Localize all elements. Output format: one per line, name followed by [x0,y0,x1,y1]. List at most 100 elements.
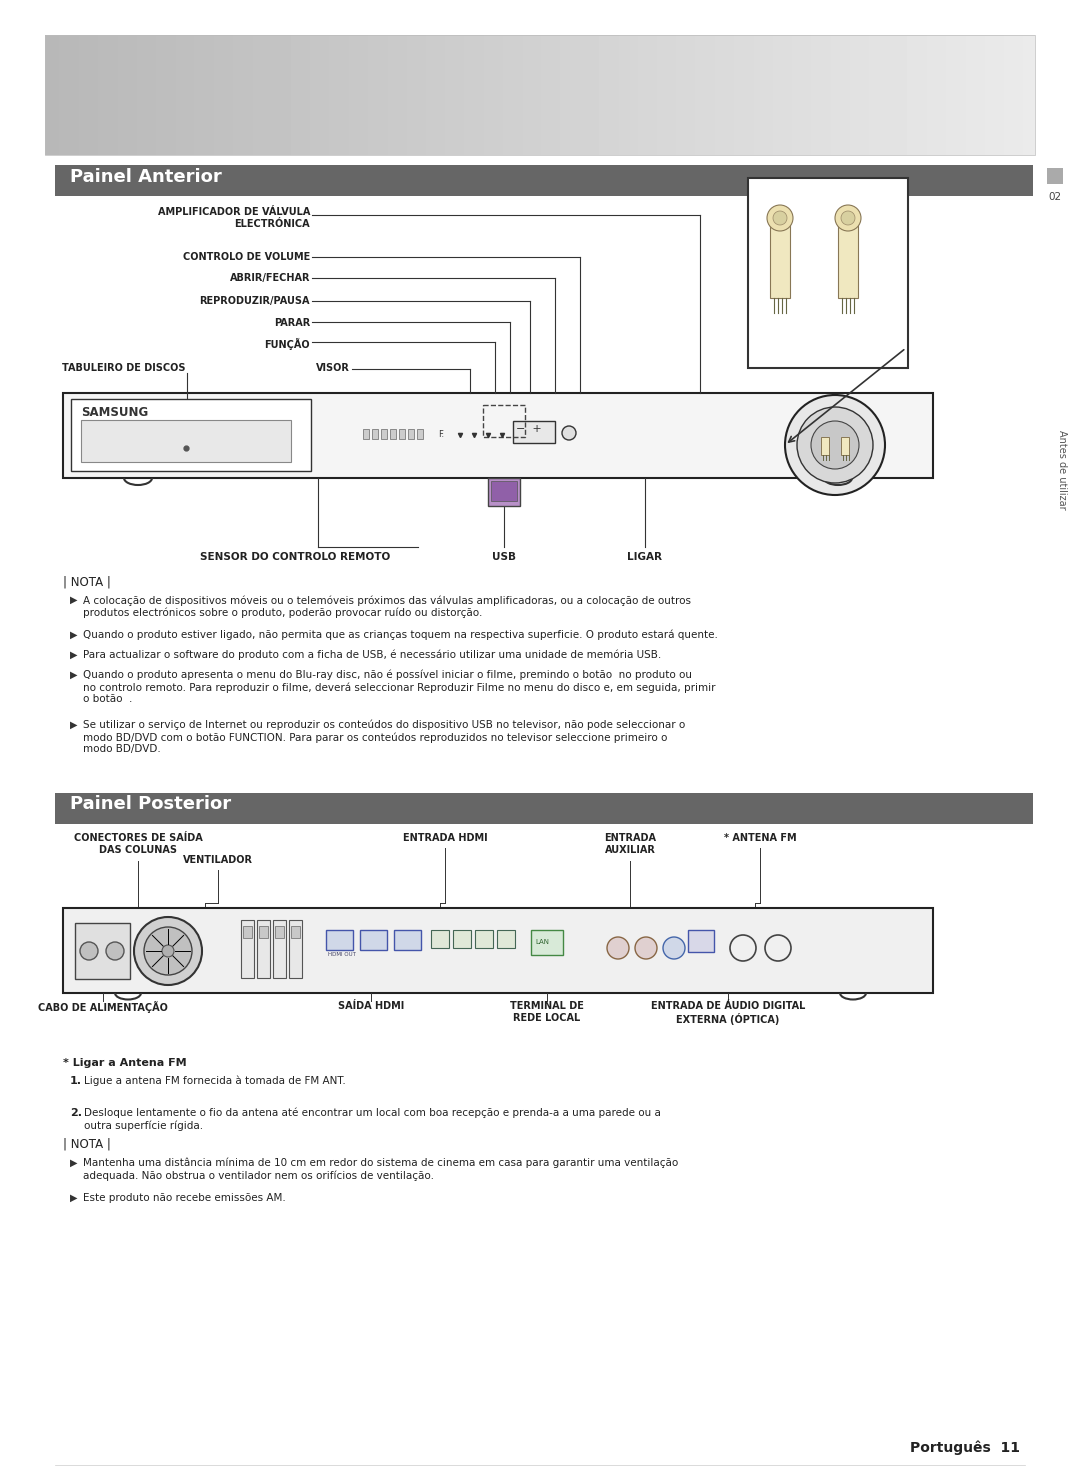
Bar [360,930,387,950]
Text: ▶: ▶ [70,630,78,640]
Text: REPRODUZIR/PAUSA: REPRODUZIR/PAUSA [200,296,310,306]
Text: SAMSUNG: SAMSUNG [81,407,148,419]
Bar [1047,169,1063,183]
Circle shape [835,206,861,231]
Circle shape [797,407,873,484]
Circle shape [562,426,576,439]
Text: ▶: ▶ [70,670,78,680]
Circle shape [607,938,629,958]
Bar [275,926,284,938]
Text: Português  11: Português 11 [910,1441,1020,1455]
Text: TERMINAL DE
REDE LOCAL: TERMINAL DE REDE LOCAL [510,1001,584,1022]
Bar [363,429,369,439]
Circle shape [811,422,859,469]
Bar [770,223,789,297]
Bar [399,429,405,439]
Circle shape [134,917,202,985]
Bar [63,393,933,478]
Bar [63,908,933,992]
Text: Antes de utilizar: Antes de utilizar [1057,430,1067,510]
Circle shape [841,211,855,225]
Circle shape [144,927,192,975]
Text: Quando o produto estiver ligado, não permita que as crianças toquem na respectiv: Quando o produto estiver ligado, não per… [83,630,718,640]
Text: TABULEIRO DE DISCOS: TABULEIRO DE DISCOS [62,362,185,373]
Bar [841,436,849,456]
Text: 2.: 2. [70,1108,82,1118]
Text: ENTRADA DE ÁUDIO DIGITAL
EXTERNA (ÓPTICA): ENTRADA DE ÁUDIO DIGITAL EXTERNA (ÓPTICA… [651,1001,806,1025]
Bar [326,930,353,950]
Bar [408,429,414,439]
Bar [497,930,515,948]
Bar [381,429,387,439]
Bar [513,422,555,444]
Text: Quando o produto apresenta o menu do Blu-ray disc, não é possível iniciar o film: Quando o produto apresenta o menu do Blu… [83,670,715,704]
Bar [71,399,311,470]
Bar [81,420,291,461]
Text: SAÍDA HDMI: SAÍDA HDMI [338,1001,404,1012]
Text: Este produto não recebe emissões AM.: Este produto não recebe emissões AM. [83,1194,286,1202]
Bar [55,793,1032,824]
Text: ▶: ▶ [70,649,78,660]
Text: | NOTA |: | NOTA | [63,575,111,589]
Text: Desloque lentamente o fio da antena até encontrar um local com boa recepção e pr: Desloque lentamente o fio da antena até … [84,1108,661,1131]
Bar [688,930,714,952]
Text: −  +: − + [516,424,542,433]
Bar [475,930,492,948]
Bar [838,223,858,297]
Text: LIGAR: LIGAR [627,552,662,562]
Text: ▶: ▶ [70,1158,78,1168]
Circle shape [767,206,793,231]
Bar [531,930,563,955]
Text: F.: F. [438,430,444,439]
Text: ABRIR/FECHAR: ABRIR/FECHAR [229,274,310,282]
Bar [491,481,517,501]
Text: VENTILADOR: VENTILADOR [183,855,253,865]
Bar [417,429,423,439]
Text: * Ligar a Antena FM: * Ligar a Antena FM [63,1057,187,1068]
Circle shape [773,211,787,225]
Bar [259,926,268,938]
Text: VISOR: VISOR [316,362,350,373]
Bar [453,930,471,948]
Text: AMPLIFICADOR DE VÁLVULA
ELECTRÓNICA: AMPLIFICADOR DE VÁLVULA ELECTRÓNICA [158,207,310,229]
Text: USB: USB [492,552,516,562]
Bar [748,177,908,368]
Text: FUNÇÃO: FUNÇÃO [265,339,310,351]
Text: 1.: 1. [70,1077,82,1086]
Text: Para actualizar o software do produto com a ficha de USB, é necessário utilizar : Para actualizar o software do produto co… [83,649,661,661]
Text: A colocação de dispositivos móveis ou o telemóveis próximos das válvulas amplifi: A colocação de dispositivos móveis ou o … [83,595,691,618]
Bar [75,923,130,979]
Bar [394,930,421,950]
Text: PARAR: PARAR [273,318,310,328]
Text: 02: 02 [1049,192,1062,203]
Circle shape [162,945,174,957]
Circle shape [785,395,885,495]
Bar [45,35,1035,155]
Text: CABO DE ALIMENTAÇÃO: CABO DE ALIMENTAÇÃO [38,1001,167,1013]
Text: Ligue a antena FM fornecida à tomada de FM ANT.: Ligue a antena FM fornecida à tomada de … [84,1077,346,1087]
Bar [273,920,286,978]
Text: Mantenha uma distância mínima de 10 cm em redor do sistema de cinema em casa par: Mantenha uma distância mínima de 10 cm e… [83,1158,678,1180]
Text: Painel Anterior: Painel Anterior [70,169,221,186]
Text: LAN: LAN [535,939,549,945]
Circle shape [106,942,124,960]
Bar [821,436,829,456]
Circle shape [730,935,756,961]
Bar [483,405,525,436]
Text: ▶: ▶ [70,595,78,605]
Bar [390,429,396,439]
Text: | NOTA |: | NOTA | [63,1137,111,1151]
Circle shape [635,938,657,958]
Text: ▶: ▶ [70,1194,78,1202]
Bar [372,429,378,439]
Text: Se utilizar o serviço de Internet ou reproduzir os conteúdos do dispositivo USB : Se utilizar o serviço de Internet ou rep… [83,720,685,754]
Text: CONTROLO DE VOLUME: CONTROLO DE VOLUME [183,251,310,262]
Text: ENTRADA
AUXILIAR: ENTRADA AUXILIAR [604,833,656,855]
Bar [488,478,519,506]
Circle shape [663,938,685,958]
Circle shape [80,942,98,960]
Text: Painel Posterior: Painel Posterior [70,796,231,813]
Bar [431,930,449,948]
Text: HDMI OUT: HDMI OUT [328,952,356,957]
Text: * ANTENA FM: * ANTENA FM [724,833,796,843]
